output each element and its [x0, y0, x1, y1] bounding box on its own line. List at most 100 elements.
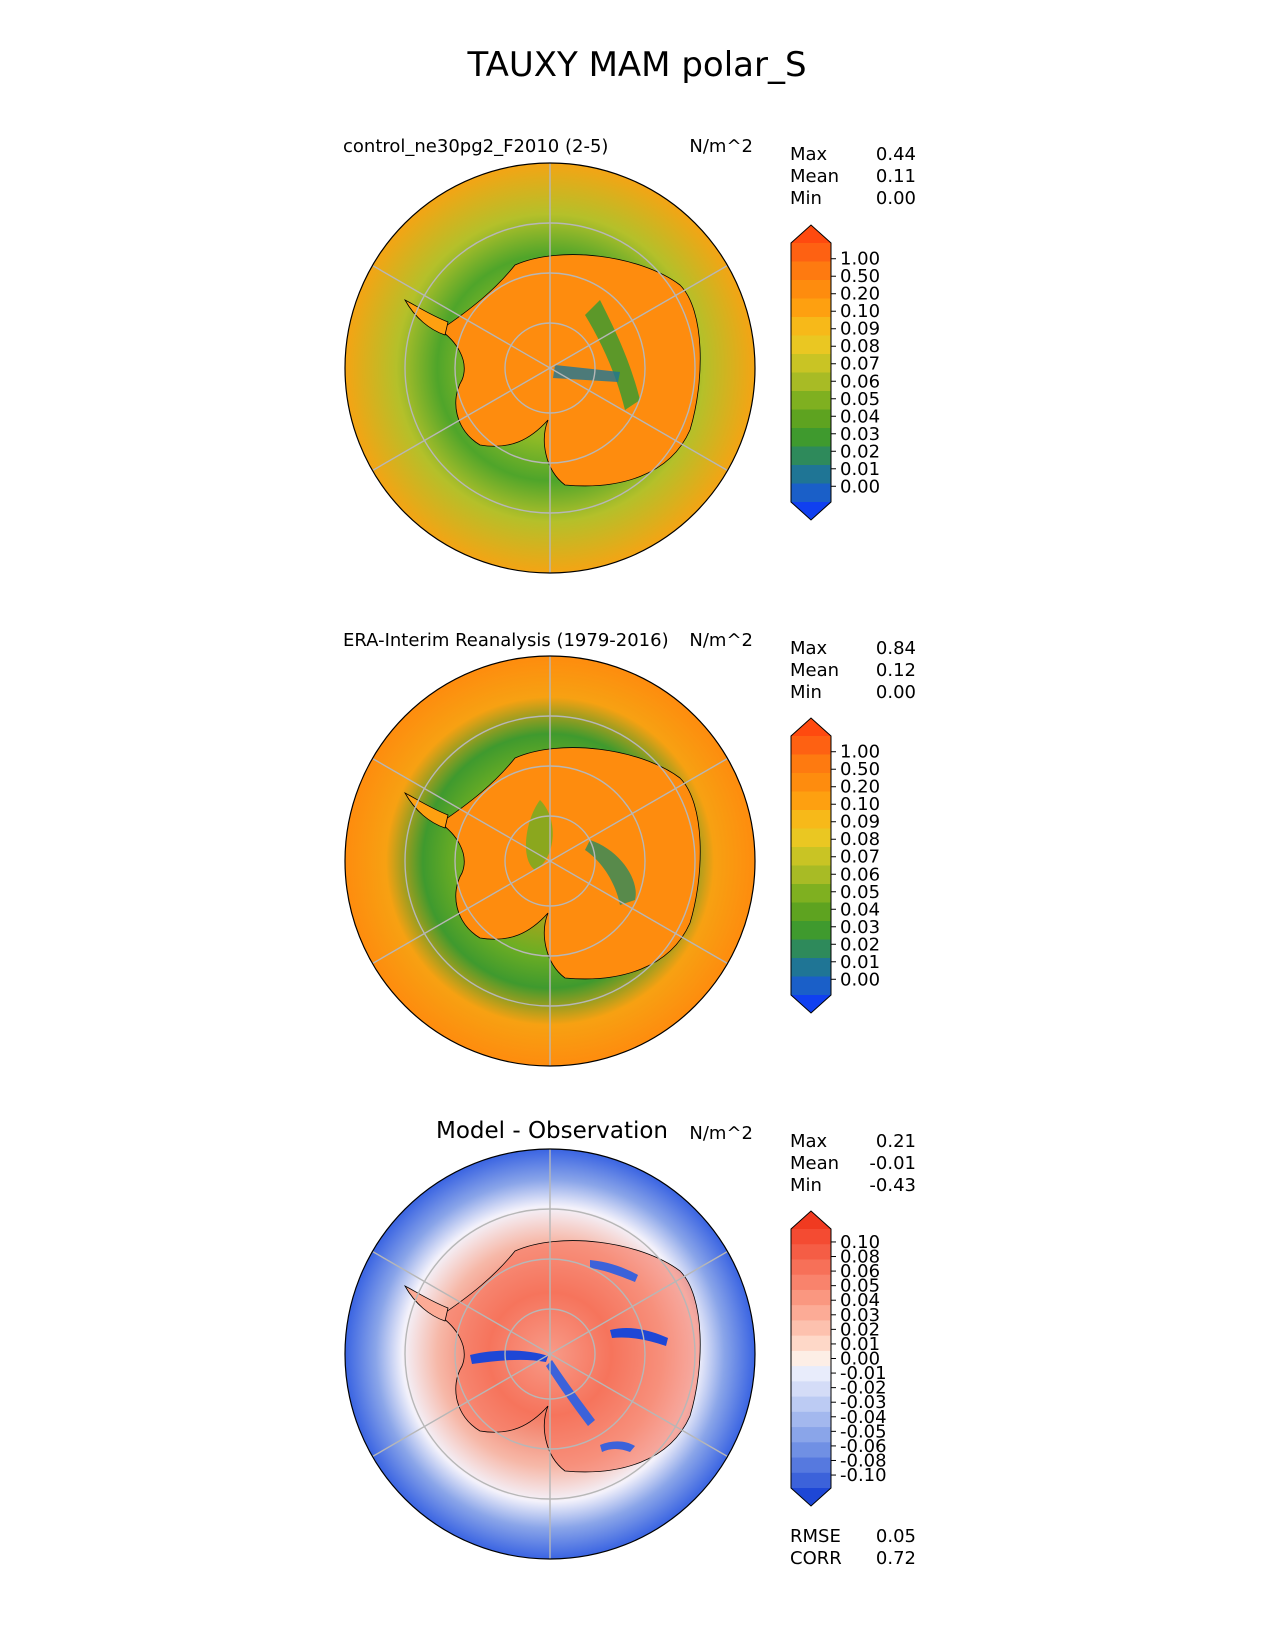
stat-value: -0.43 — [869, 1175, 916, 1196]
colorbar-tick-label: -0.08 — [840, 1450, 887, 1471]
colorbar-segment — [791, 736, 831, 755]
colorbar-segment — [791, 884, 831, 903]
stat-label: Max — [790, 144, 828, 165]
colorbar-segment — [791, 1274, 831, 1291]
colorbar-outline — [790, 224, 832, 521]
colorbar-tick-label: 0.03 — [840, 1305, 880, 1326]
colorbar-segment — [791, 1457, 831, 1474]
colorbar-tick-label: -0.05 — [840, 1421, 887, 1442]
panel-diff-continent — [439, 1240, 701, 1473]
colorbar-tick-label: 0.06 — [840, 1261, 880, 1282]
colorbar-segment — [791, 865, 831, 885]
colorbar-tick-label: 0.08 — [840, 829, 880, 850]
colorbar-segment — [791, 1229, 831, 1245]
colorbar-segment — [791, 446, 831, 466]
colorbar-segment — [791, 372, 831, 392]
colorbar-segment — [791, 1289, 831, 1306]
stat-value: 0.21 — [876, 1131, 916, 1152]
colorbar-segment — [791, 773, 831, 792]
rmse-label: RMSE — [790, 1526, 841, 1547]
stat-label: Min — [790, 1175, 822, 1196]
colorbar-tick-label: -0.02 — [840, 1378, 887, 1399]
colorbar-tick-label: 0.09 — [840, 319, 880, 340]
colorbar-tick-label: 0.04 — [840, 899, 880, 920]
colorbar-tick-label: 0.05 — [840, 1276, 880, 1297]
stat-value: 0.44 — [876, 144, 916, 165]
colorbar-segment — [791, 1335, 831, 1352]
colorbar-segment — [791, 1366, 831, 1382]
colorbar-tick-label: 0.10 — [840, 301, 880, 322]
panel-obs-grid — [372, 656, 728, 1066]
colorbar-segment — [791, 810, 831, 829]
colorbar-segment — [791, 1427, 831, 1443]
colorbar-segment — [791, 1244, 831, 1260]
colorbar-outline — [790, 717, 832, 1014]
colorbar-tick-label: 0.20 — [840, 777, 880, 798]
panel-obs-border — [344, 655, 756, 1067]
panel-obs: ERA-Interim Reanalysis (1979-2016) N/m^2… — [343, 630, 916, 1067]
rmse-value: 0.05 — [876, 1526, 916, 1547]
colorbar-segment — [791, 465, 831, 484]
colorbar-segment — [791, 976, 831, 996]
panel-obs-units: N/m^2 — [689, 630, 753, 651]
colorbar-extend-min — [791, 995, 831, 1013]
colorbar-segment — [791, 921, 831, 940]
colorbar-tick-label: 0.02 — [840, 934, 880, 955]
colorbar-segment — [791, 409, 831, 429]
colorbar-tick-label: 1.00 — [840, 249, 880, 270]
colorbar-segment — [791, 958, 831, 977]
colorbar-segment — [791, 317, 831, 336]
colorbar-tick-label: 0.02 — [840, 441, 880, 462]
colorbar-tick-label: 0.50 — [840, 759, 880, 780]
colorbar-tick-label: 0.08 — [840, 336, 880, 357]
colorbar-tick-label: 0.09 — [840, 812, 880, 833]
colorbar-tick-label: -0.06 — [840, 1436, 887, 1457]
colorbar-extend-max — [791, 1211, 831, 1229]
stat-value: 0.00 — [876, 682, 916, 703]
colorbar-segment — [791, 1396, 831, 1413]
panel-model-grid — [372, 163, 728, 573]
panel-obs-title: ERA-Interim Reanalysis (1979-2016) — [343, 630, 669, 651]
panel-obs-continent — [439, 747, 701, 980]
colorbar-segment — [791, 1411, 831, 1428]
colorbar-segment — [791, 298, 831, 318]
stat-value: 0.84 — [876, 638, 916, 659]
colorbar-segment — [791, 335, 831, 355]
colorbar-tick-label: 0.08 — [840, 1247, 880, 1268]
colorbar-tick-label: 0.00 — [840, 476, 880, 497]
colorbar-tick-label: 0.10 — [840, 794, 880, 815]
colorbar-tick-label: 0.04 — [840, 1290, 880, 1311]
colorbar-segment — [791, 791, 831, 811]
panel-diff-colorbar: 0.100.080.060.050.040.030.020.010.00-0.0… — [790, 1210, 887, 1507]
colorbar-segment — [791, 754, 831, 774]
colorbar-segment — [791, 428, 831, 447]
colorbar-tick-label: 0.04 — [840, 406, 880, 427]
stat-value: 0.12 — [876, 660, 916, 681]
colorbar-tick-label: 0.07 — [840, 847, 880, 868]
colorbar-tick-label: 0.07 — [840, 354, 880, 375]
panel-obs-peninsula — [404, 792, 449, 829]
panel-model-border — [344, 162, 756, 574]
colorbar-tick-label: 0.00 — [840, 969, 880, 990]
colorbar-segment — [791, 828, 831, 848]
colorbar-tick-label: -0.10 — [840, 1465, 887, 1486]
colorbar-tick-label: 0.05 — [840, 882, 880, 903]
stat-label: Min — [790, 188, 822, 209]
corr-label: CORR — [790, 1548, 842, 1569]
colorbar-segment — [791, 847, 831, 866]
colorbar-segment — [791, 1305, 831, 1321]
panel-model-units: N/m^2 — [689, 136, 753, 157]
colorbar-tick-label: -0.01 — [840, 1363, 887, 1384]
colorbar-tick-label: 0.05 — [840, 389, 880, 410]
colorbar-tick-label: 0.03 — [840, 424, 880, 445]
corr-value: 0.72 — [876, 1548, 916, 1569]
panel-diff-title: Model - Observation — [436, 1118, 668, 1144]
colorbar-extend-min — [791, 1488, 831, 1506]
colorbar-segment — [791, 939, 831, 959]
panel-diff: Model - Observation N/m^2 Max 0.21 Mean … — [344, 1118, 916, 1569]
panel-model-stats: Max 0.44 Mean 0.11 Min 0.00 — [790, 144, 916, 209]
colorbar-outline — [790, 1210, 832, 1507]
colorbar-segment — [791, 391, 831, 410]
stat-value: -0.01 — [869, 1153, 916, 1174]
panel-diff-extra-stats: RMSE 0.05 CORR 0.72 — [790, 1526, 916, 1569]
